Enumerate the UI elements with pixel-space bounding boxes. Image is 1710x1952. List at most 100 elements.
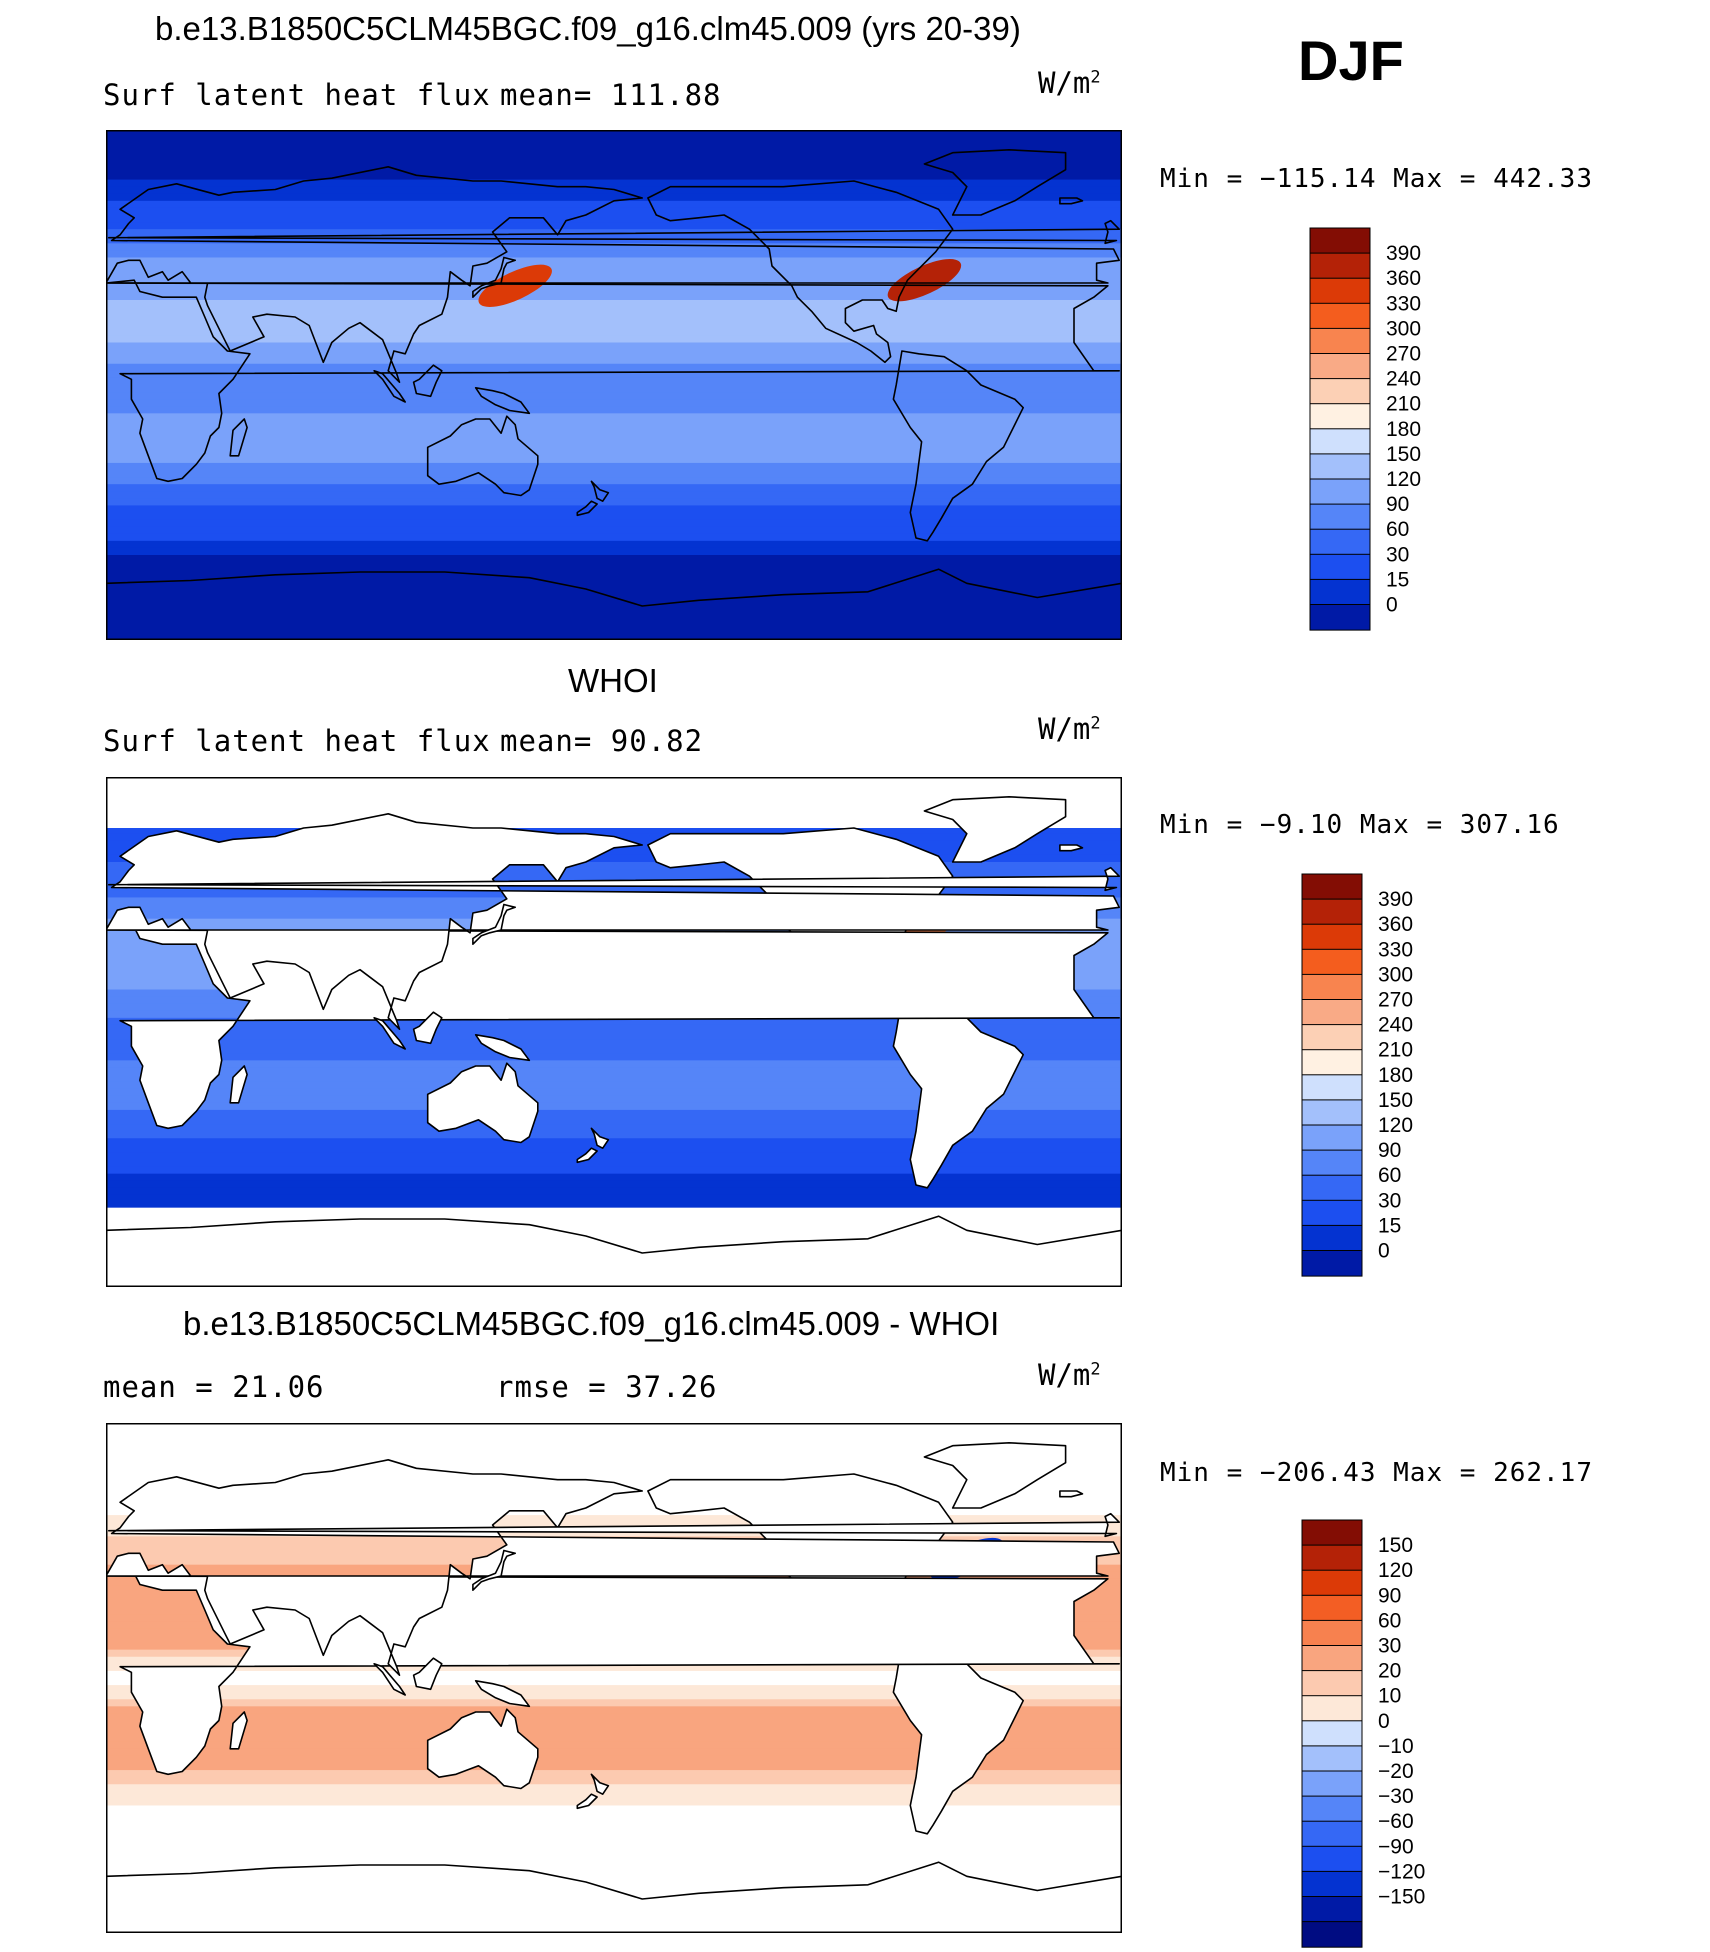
coastline-new-guinea	[474, 1679, 531, 1708]
colorbar-tick-label: 330	[1378, 938, 1413, 961]
zonal-band	[106, 883, 1122, 891]
colorbar-swatch	[1309, 302, 1371, 330]
zonal-band	[106, 869, 1122, 877]
panel1-mean-label: mean= 111.88	[500, 78, 722, 112]
zonal-band	[106, 1529, 1122, 1537]
colorbar-tick-label: 210	[1378, 1039, 1413, 1062]
coastline-iceland	[1059, 844, 1084, 852]
zonal-band	[106, 1784, 1122, 1792]
panel2-variable-label: Surf latent heat flux	[103, 724, 491, 758]
coastline-south-america	[892, 1643, 1025, 1835]
zonal-band	[106, 1095, 1122, 1104]
zonal-band	[106, 349, 1122, 358]
zonal-band	[106, 583, 1122, 592]
zonal-band	[106, 1173, 1122, 1182]
zonal-band	[106, 826, 1122, 835]
zonal-band	[106, 151, 1122, 159]
colorbar-tick-label: 90	[1378, 1139, 1401, 1162]
colorbar-swatch	[1301, 1619, 1363, 1647]
zonal-band	[106, 1152, 1122, 1161]
coastline-japan	[472, 256, 517, 298]
zonal-band	[106, 562, 1122, 570]
zonal-band	[106, 1848, 1122, 1856]
zonal-band	[106, 862, 1122, 870]
coastline-sumatra	[373, 1663, 407, 1696]
zonal-band	[106, 1194, 1122, 1203]
colorbar-tick-label: 120	[1378, 1114, 1413, 1137]
colorbar-swatch	[1301, 973, 1363, 1001]
zonal-band	[106, 1840, 1122, 1849]
colorbar-tick-label: 60	[1378, 1164, 1401, 1187]
zonal-band	[106, 854, 1122, 863]
zonal-band	[106, 847, 1122, 856]
colorbar-tick-label: 180	[1386, 418, 1421, 441]
colorbar-swatch	[1301, 1720, 1363, 1747]
zonal-band	[106, 179, 1122, 188]
colorbar-tick-label: 150	[1378, 1534, 1413, 1557]
coastline-sumatra	[373, 370, 407, 403]
colorbar-swatch	[1309, 553, 1371, 581]
zonal-band	[106, 1748, 1122, 1757]
zonal-band	[106, 137, 1122, 145]
zonal-band	[106, 1798, 1122, 1807]
coastline-iceland	[1059, 197, 1084, 205]
zonal-band	[106, 1145, 1122, 1154]
colorbar-swatch	[1301, 1845, 1363, 1873]
zonal-band	[106, 1826, 1122, 1835]
map-frame	[106, 130, 1122, 640]
colorbar-tick-label: 90	[1386, 493, 1409, 516]
coastline-borneo	[412, 1011, 443, 1045]
zonal-band	[106, 292, 1122, 301]
colorbar-tick-label: 150	[1386, 443, 1421, 466]
colorbar-swatch	[1309, 327, 1371, 355]
colorbar-tick-label: 300	[1378, 963, 1413, 986]
panel3-mean-label: mean = 21.06	[103, 1370, 325, 1404]
coastline-japan	[472, 903, 517, 945]
map-frame	[106, 1423, 1122, 1933]
zonal-band	[106, 1180, 1122, 1189]
feature-kuroshio	[478, 264, 552, 307]
zonal-band	[106, 555, 1122, 563]
panel1-title: b.e13.B1850C5CLM45BGC.f09_g16.clm45.009 …	[155, 10, 1021, 47]
colorbar-tick-label: 20	[1378, 1660, 1401, 1683]
panel3-map	[106, 1423, 1122, 1933]
panel3-minmax: Min = −206.43 Max = 262.17	[1160, 1458, 1593, 1488]
colorbar-tick-label: 15	[1386, 568, 1409, 591]
colorbar-tick-label: −150	[1378, 1886, 1425, 1909]
zonal-band	[106, 1166, 1122, 1175]
coastline-iceland	[1059, 1490, 1084, 1498]
zonal-band	[106, 1770, 1122, 1778]
colorbar-tick-label: 390	[1386, 242, 1421, 265]
colorbar-tick-label: 360	[1386, 267, 1421, 290]
zonal-band	[106, 1741, 1122, 1750]
coastline-africa	[106, 279, 1121, 483]
panel2-title: WHOI	[568, 662, 658, 699]
zonal-band	[106, 569, 1122, 577]
colorbar-swatch	[1309, 252, 1371, 280]
zonal-band	[106, 498, 1122, 507]
zonal-band	[106, 470, 1122, 478]
zonal-band	[106, 250, 1122, 259]
colorbar-tick-label: 30	[1386, 543, 1409, 566]
zonal-band	[106, 576, 1122, 584]
zonal-band	[106, 1805, 1122, 1814]
colorbar-swatch	[1301, 873, 1363, 901]
zonal-band	[106, 200, 1122, 209]
coastline-africa	[106, 926, 1121, 1130]
zonal-band	[106, 434, 1122, 443]
colorbar-tick-label: 240	[1386, 368, 1421, 391]
panel3-title: b.e13.B1850C5CLM45BGC.f09_g16.clm45.009 …	[183, 1305, 1000, 1342]
panel1-minmax: Min = −115.14 Max = 442.33	[1160, 164, 1593, 194]
colorbar-tick-label: 60	[1386, 518, 1409, 541]
zonal-band	[106, 1819, 1122, 1828]
colorbar-tick-label: 360	[1378, 913, 1413, 936]
zonal-band	[106, 512, 1122, 521]
coastline-greenland	[923, 1441, 1067, 1509]
zonal-band	[106, 632, 1122, 640]
coastline-eurasia	[106, 1458, 1121, 1676]
colorbar-swatch	[1301, 1594, 1363, 1622]
panel2-minmax: Min = −9.10 Max = 307.16	[1160, 810, 1560, 840]
zonal-band	[106, 618, 1122, 627]
panel1-units: W/m2	[1038, 66, 1101, 100]
